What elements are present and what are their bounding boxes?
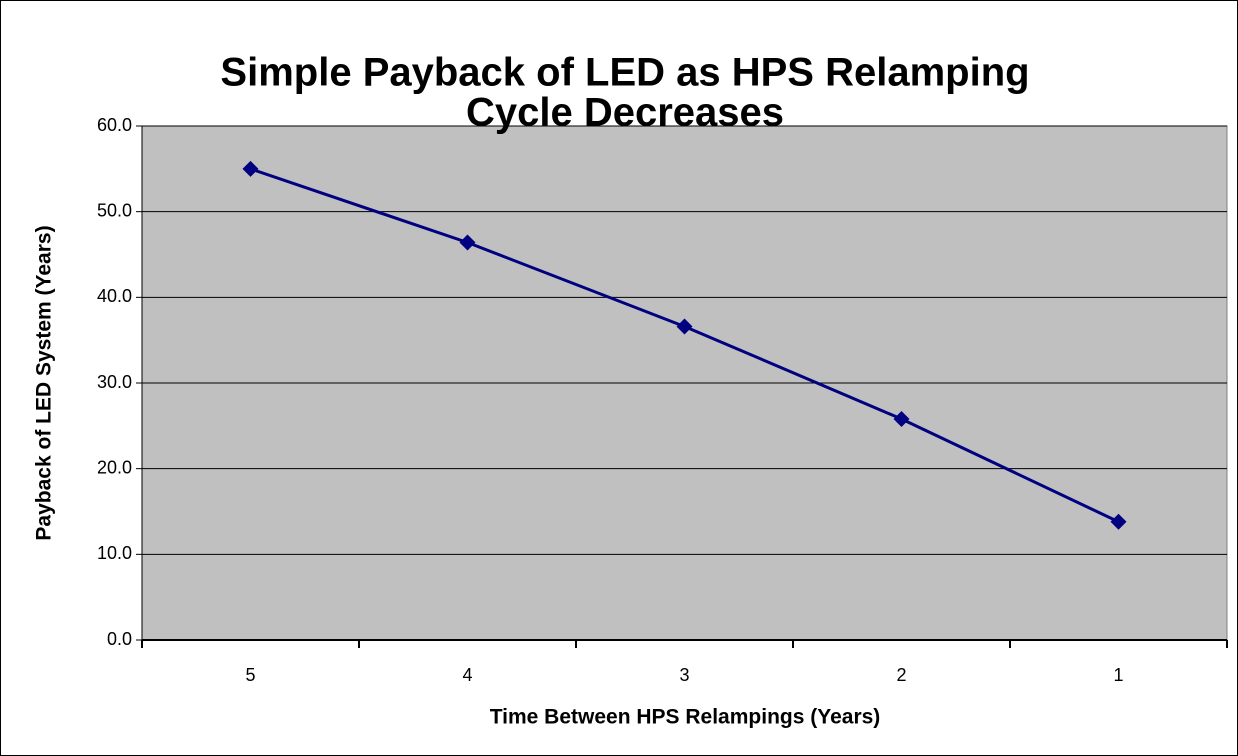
y-tick-label: 0.0: [107, 629, 132, 649]
x-tick-label: 5: [245, 665, 255, 685]
y-tick-label: 60.0: [97, 115, 132, 135]
x-tick-label: 4: [462, 665, 472, 685]
y-tick-label: 40.0: [97, 286, 132, 306]
y-tick-label: 50.0: [97, 200, 132, 220]
x-tick-label: 1: [1113, 665, 1123, 685]
x-tick-label: 3: [679, 665, 689, 685]
chart-title: Cycle Decreases: [466, 91, 784, 135]
data-point: [242, 160, 259, 177]
chart-title: Simple Payback of LED as HPS Relamping: [220, 51, 1029, 95]
x-axis-label: Time Between HPS Relampings (Years): [490, 706, 881, 729]
data-point: [1110, 513, 1127, 530]
y-tick-label: 30.0: [97, 372, 132, 392]
data-point: [459, 234, 476, 251]
x-tick-label: 2: [896, 665, 906, 685]
data-point: [676, 318, 693, 335]
data-point: [893, 410, 910, 427]
y-tick-label: 20.0: [97, 457, 132, 477]
y-tick-label: 10.0: [97, 543, 132, 563]
y-axis-label: Payback of LED System (Years): [33, 225, 56, 540]
